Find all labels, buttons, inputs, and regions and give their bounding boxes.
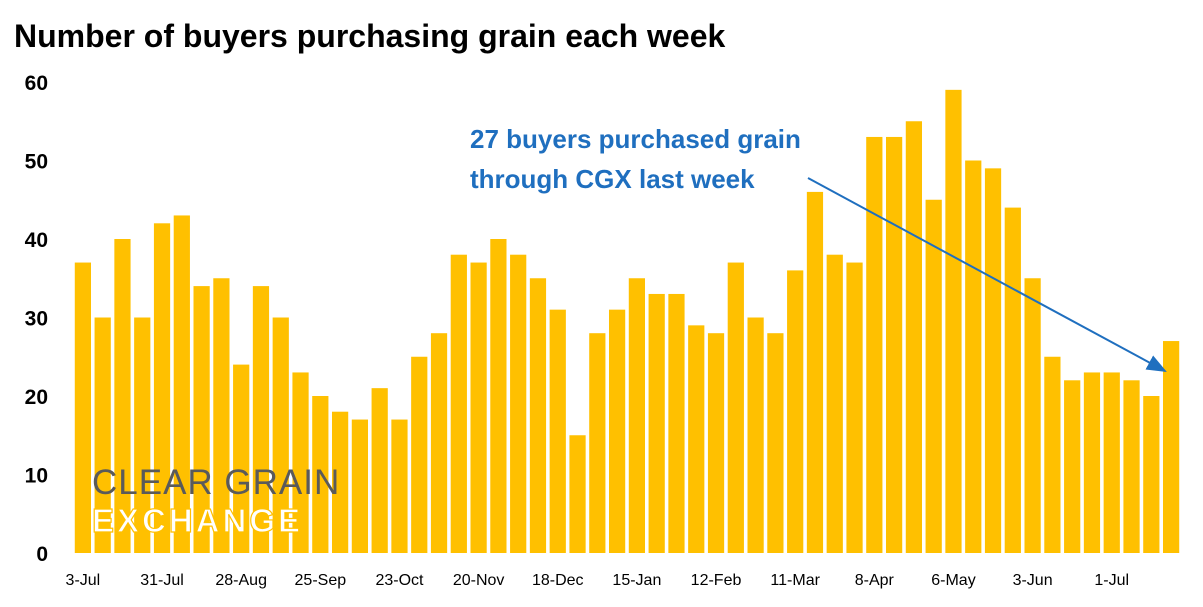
bar <box>1083 372 1101 553</box>
bar <box>411 356 428 553</box>
x-tick-label: 6-May <box>931 572 975 589</box>
bar <box>608 309 626 553</box>
bar <box>1162 341 1180 553</box>
bar <box>885 136 903 553</box>
bar <box>945 89 962 553</box>
x-tick-label: 8-Apr <box>855 572 895 589</box>
bar <box>905 121 923 553</box>
x-tick-label: 18-Dec <box>532 572 584 589</box>
bar <box>1024 278 1041 553</box>
bar <box>351 419 369 553</box>
bar <box>965 160 982 553</box>
bars-group <box>74 89 1180 554</box>
bar <box>233 364 250 553</box>
bar <box>806 191 824 553</box>
bar <box>193 286 210 553</box>
bar <box>1004 207 1021 553</box>
bar <box>707 333 725 553</box>
x-tick-label: 23-Oct <box>375 572 424 589</box>
bar <box>331 411 349 553</box>
bar <box>430 333 448 553</box>
y-axis: 0 10 20 30 40 50 60 <box>25 72 48 566</box>
x-tick-label: 3-Jun <box>1013 572 1053 589</box>
bar <box>391 419 408 553</box>
bar <box>1044 356 1061 553</box>
y-tick-label: 20 <box>25 386 48 409</box>
bar <box>767 333 784 553</box>
annotation-line1: 27 buyers purchased grain <box>470 124 801 154</box>
x-tick-label: 11-Mar <box>770 572 820 589</box>
bar <box>569 435 586 553</box>
annotation-arrow <box>807 177 1167 373</box>
clear-grain-exchange-logo: CLEAR GRAIN EXCHANGE <box>91 463 340 540</box>
bar <box>826 254 843 553</box>
y-tick-label: 10 <box>25 465 48 488</box>
bar <box>252 286 270 553</box>
bar <box>727 262 744 553</box>
logo-line2: EXCHANGE <box>92 502 303 539</box>
x-tick-label: 15-Jan <box>612 572 661 589</box>
y-tick-label: 40 <box>25 229 48 252</box>
bar <box>984 168 1002 553</box>
bar <box>1064 380 1081 553</box>
bar <box>846 262 863 553</box>
bar <box>510 254 527 553</box>
x-tick-label: 20-Nov <box>453 572 505 589</box>
bar <box>549 309 566 553</box>
bar <box>153 223 171 554</box>
x-tick-label: 3-Jul <box>66 572 101 589</box>
x-axis: 3-Jul 31-Jul 28-Aug 25-Sep 23-Oct 20-Nov 18-De… <box>66 572 1130 589</box>
bar <box>1143 396 1160 553</box>
bar <box>589 333 606 553</box>
chart-title: Number of buyers purchasing grain each w… <box>14 18 726 54</box>
bar <box>134 317 151 553</box>
annotation: 27 buyers purchased grain through CGX la… <box>470 124 1167 373</box>
bar <box>866 136 883 553</box>
bar <box>1123 380 1140 553</box>
bar <box>787 270 804 553</box>
bar <box>371 388 388 553</box>
bar <box>312 396 329 553</box>
bar <box>450 254 467 553</box>
y-tick-label: 30 <box>25 308 48 331</box>
bar <box>628 278 646 553</box>
logo-line1: CLEAR GRAIN <box>92 463 340 502</box>
x-tick-label: 31-Jul <box>140 572 184 589</box>
bar <box>114 239 131 553</box>
bar <box>668 293 685 553</box>
y-tick-label: 60 <box>25 72 48 95</box>
y-tick-label: 50 <box>25 151 48 174</box>
bar <box>94 317 111 553</box>
bar <box>529 278 547 553</box>
bar <box>470 262 487 553</box>
bar <box>74 262 92 553</box>
bar <box>213 278 230 553</box>
bar <box>1103 372 1120 553</box>
y-tick-label: 0 <box>36 543 48 566</box>
annotation-line2: through CGX last week <box>470 164 755 194</box>
bar <box>925 199 942 553</box>
x-tick-label: 25-Sep <box>295 572 347 589</box>
bar <box>173 215 190 553</box>
bar <box>648 293 665 553</box>
bar <box>490 239 507 553</box>
bar <box>747 317 764 553</box>
bar <box>272 317 289 553</box>
x-tick-label: 12-Feb <box>691 572 742 589</box>
bar <box>292 372 309 553</box>
bar <box>688 325 705 553</box>
x-tick-label: 28-Aug <box>215 572 267 589</box>
x-tick-label: 1-Jul <box>1094 572 1129 589</box>
